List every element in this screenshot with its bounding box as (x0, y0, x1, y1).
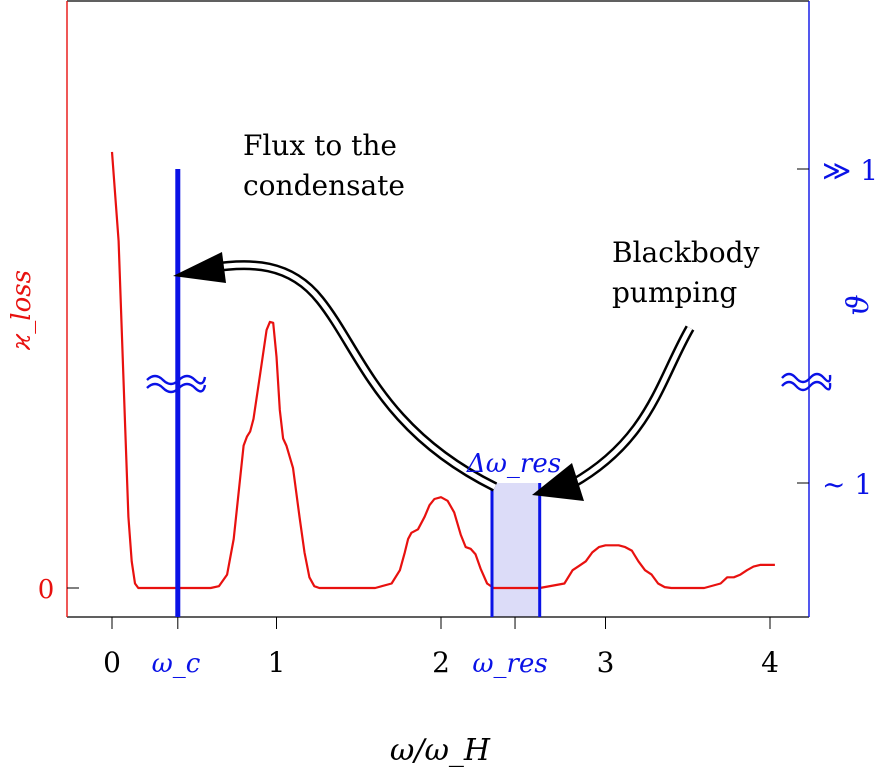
x-tick-label: 2 (432, 646, 450, 679)
loss-curve (110, 151, 775, 590)
x-tick-label: 4 (761, 646, 779, 679)
right-tick-label-one: ~ 1 (822, 468, 872, 501)
x-ticks (111, 617, 771, 629)
right-tick-label-high: ≫ 1 (822, 154, 878, 187)
flux-arrow (173, 252, 498, 492)
omega-c-label: ω_c (152, 649, 201, 679)
delta-omega-res-label: Δω_res (466, 449, 561, 479)
x-axis-label: ω/ω_H (390, 733, 491, 768)
pump-arrow (532, 325, 695, 501)
flux-label-line2: condensate (243, 169, 405, 202)
pump-label-line2: pumping (612, 276, 737, 309)
pump-label-line1: Blackbody (612, 236, 760, 269)
x-tick-label: 3 (597, 646, 615, 679)
x-tick-labels: 0 1 2 3 4 (103, 646, 779, 679)
flux-arrowhead (173, 252, 226, 283)
x-tick-label: 0 (103, 646, 121, 679)
x-tick-label: 1 (268, 646, 286, 679)
resonance-band (491, 483, 540, 617)
break-mark-right (781, 372, 832, 392)
omega-res-label: ω_res (472, 649, 547, 679)
break-mark-left (146, 374, 207, 394)
right-axis-label: ϑ (841, 294, 876, 315)
flux-label-line1: Flux to the (243, 129, 397, 162)
left-axis-label: ϰ_loss (7, 270, 37, 351)
left-tick-label-zero: 0 (38, 575, 55, 605)
pump-arrowhead (532, 463, 584, 501)
